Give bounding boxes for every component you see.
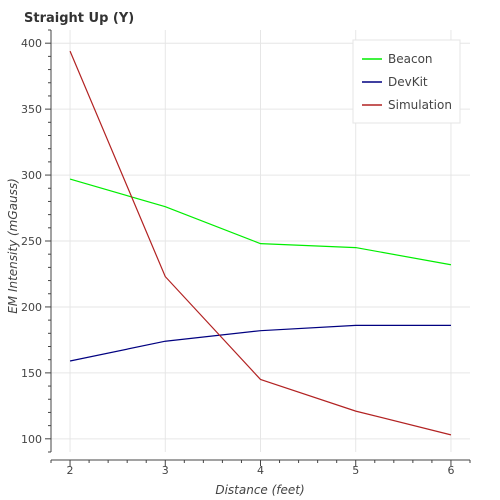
y-tick-label: 300	[21, 169, 42, 182]
x-tick-label: 4	[257, 464, 264, 477]
y-tick-label: 400	[21, 37, 42, 50]
chart-title: Straight Up (Y)	[24, 11, 134, 26]
series-lines	[69, 50, 452, 436]
x-tick-label: 2	[67, 464, 74, 477]
y-tick-label: 350	[21, 103, 42, 116]
x-tick-label: 5	[352, 464, 359, 477]
legend: Beacon DevKit Simulation	[352, 39, 461, 124]
x-tick-label: 6	[447, 464, 454, 477]
y-tick-label: 100	[21, 433, 42, 446]
series-line-beacon	[69, 178, 452, 266]
legend-label-simulation: Simulation	[388, 98, 452, 112]
legend-items: Beacon DevKit Simulation	[362, 52, 452, 112]
series-line-simulation	[69, 50, 452, 436]
y-tick-label: 150	[21, 367, 42, 380]
y-tick-label: 250	[21, 235, 42, 248]
grid	[51, 30, 470, 452]
y-axis-ticks: 100 150 200 250 300 350 400	[21, 29, 51, 453]
x-tick-label: 3	[162, 464, 169, 477]
y-axis-label: EM Intensity (mGauss)	[6, 178, 20, 314]
x-axis-label: Distance (feet)	[215, 483, 304, 497]
x-axis-ticks: 2 3 4 5 6	[50, 460, 471, 477]
series-line-devkit	[69, 324, 451, 362]
legend-label-devkit: DevKit	[388, 75, 428, 89]
legend-label-beacon: Beacon	[388, 52, 433, 66]
y-tick-label: 200	[21, 301, 42, 314]
